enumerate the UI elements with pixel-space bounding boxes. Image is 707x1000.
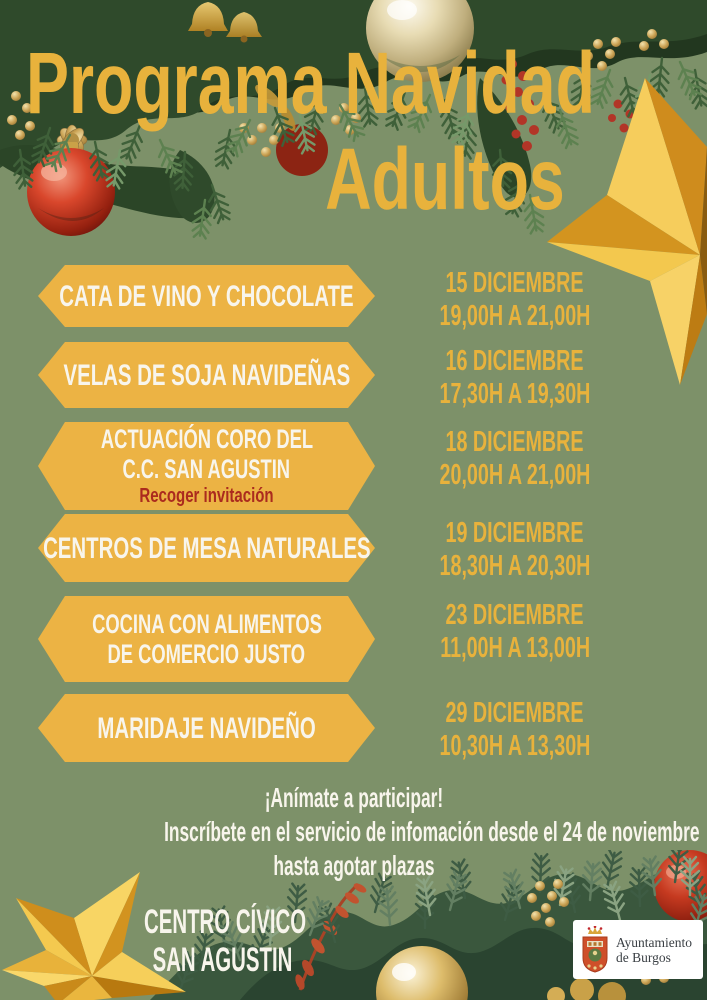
- event-name: COCINA CON ALIMENTOS: [91, 609, 322, 639]
- page-subtitle: Adultos: [283, 136, 565, 223]
- page-title: Programa Navidad: [26, 40, 707, 127]
- event-date: 19 DICIEMBRE: [445, 517, 585, 549]
- gold-berries: [7, 29, 669, 157]
- event-name: CENTROS DE MESA NATURALES: [42, 531, 371, 565]
- logo-org-line1: Ayuntamiento: [616, 934, 692, 950]
- event-name: MARIDAJE NAVIDEÑO: [97, 711, 316, 745]
- venue-text: CENTRO CÍVICO SAN AGUSTIN: [90, 903, 355, 979]
- event-name: ACTUACIÓN CORO DEL: [100, 424, 313, 454]
- gold-bauble: [376, 946, 468, 1000]
- event-time: 18,30H A 20,30H: [439, 550, 591, 582]
- logo-text: Ayuntamiento de Burgos: [616, 935, 692, 965]
- red-ball-ornament: [27, 142, 115, 236]
- event-date: 18 DICIEMBRE: [445, 426, 585, 458]
- event-name-line2: DE COMERCIO JUSTO: [107, 639, 306, 669]
- event-badge: MARIDAJE NAVIDEÑO: [38, 694, 375, 762]
- gold-bells: [188, 2, 296, 131]
- event-time: 10,30H A 13,30H: [439, 730, 591, 762]
- footer-text: ¡Anímate a participar! Inscríbete en el …: [0, 781, 707, 883]
- event-badge: CENTROS DE MESA NATURALES: [38, 514, 375, 582]
- event-date: 15 DICIEMBRE: [445, 267, 585, 299]
- event-time: 11,00H A 13,00H: [440, 632, 590, 664]
- silver-bauble: [366, 0, 474, 82]
- event-schedule: 29 DICIEMBRE 10,30H A 13,30H: [400, 697, 630, 763]
- event-badge: VELAS DE SOJA NAVIDEÑAS: [38, 342, 375, 408]
- venue-line2: SAN AGUSTIN: [152, 941, 293, 979]
- event-note: Recoger invitación: [139, 485, 274, 507]
- event-name: CATA DE VINO Y CHOCOLATE: [59, 279, 354, 313]
- event-time: 17,30H A 19,30H: [439, 378, 591, 410]
- page-title-line2: Adultos: [325, 131, 565, 228]
- info-line2: hasta agotar plazas: [272, 850, 435, 881]
- gold-star-right: [547, 78, 707, 385]
- event-schedule: 15 DICIEMBRE 19,00H A 21,00H: [400, 267, 630, 333]
- event-schedule: 23 DICIEMBRE 11,00H A 13,00H: [400, 599, 630, 665]
- burgos-logo: Ayuntamiento de Burgos: [573, 920, 703, 979]
- event-schedule: 19 DICIEMBRE 18,30H A 20,30H: [400, 517, 630, 583]
- event-schedule: 16 DICIEMBRE 17,30H A 19,30H: [400, 345, 630, 411]
- event-schedule: 18 DICIEMBRE 20,00H A 21,00H: [400, 426, 630, 492]
- event-time: 19,00H A 21,00H: [439, 300, 591, 332]
- event-date: 16 DICIEMBRE: [445, 345, 585, 377]
- event-date: 23 DICIEMBRE: [445, 599, 585, 631]
- cta-text: ¡Anímate a participar!: [264, 782, 443, 813]
- event-badge: CATA DE VINO Y CHOCOLATE: [38, 265, 375, 327]
- event-name-line2: C.C. SAN AGUSTIN: [122, 454, 291, 484]
- gold-star-bottom-left: [2, 872, 186, 1000]
- burgos-crest-icon: [582, 925, 608, 973]
- event-badge: ACTUACIÓN CORO DEL C.C. SAN AGUSTIN Reco…: [38, 422, 375, 510]
- christmas-garland-top: [0, 0, 707, 241]
- event-time: 20,00H A 21,00H: [439, 459, 591, 491]
- page-title-line1: Programa Navidad: [26, 35, 595, 132]
- event-name: VELAS DE SOJA NAVIDEÑAS: [63, 358, 350, 392]
- info-line1: Inscríbete en el servicio de infomación …: [164, 816, 700, 847]
- event-badge: COCINA CON ALIMENTOS DE COMERCIO JUSTO: [38, 596, 375, 682]
- event-date: 29 DICIEMBRE: [445, 697, 585, 729]
- venue-line1: CENTRO CÍVICO: [144, 903, 307, 941]
- logo-org-line2: de Burgos: [616, 949, 671, 965]
